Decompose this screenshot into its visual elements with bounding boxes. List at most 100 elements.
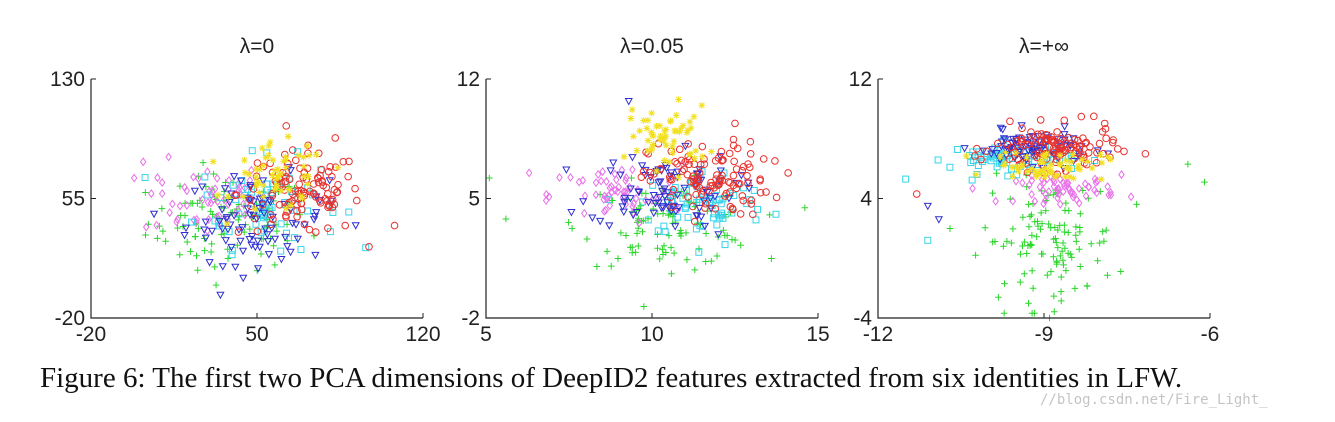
data-point <box>256 166 263 173</box>
data-point <box>801 204 809 212</box>
data-point <box>675 145 684 154</box>
data-point <box>678 167 686 175</box>
data-point <box>225 199 234 207</box>
data-point <box>628 154 637 162</box>
data-point <box>644 147 652 155</box>
data-point <box>259 181 267 189</box>
y-tick-label: -2 <box>461 307 480 330</box>
data-point <box>655 193 664 202</box>
data-point <box>1094 176 1101 186</box>
data-point <box>277 187 285 194</box>
data-point <box>263 238 273 246</box>
data-point <box>264 251 274 259</box>
data-point <box>698 102 706 109</box>
data-point <box>1091 185 1098 195</box>
data-point <box>246 183 255 192</box>
data-point <box>608 182 615 191</box>
series-star <box>209 133 342 228</box>
data-point <box>772 210 780 218</box>
data-point <box>1001 160 1008 168</box>
data-point <box>567 172 574 182</box>
data-point <box>1037 209 1045 217</box>
data-point <box>746 137 755 146</box>
data-point <box>1045 143 1054 151</box>
data-point <box>721 241 729 249</box>
data-point <box>642 190 650 197</box>
data-point <box>686 118 694 126</box>
data-point <box>1023 250 1030 257</box>
data-point <box>1075 245 1083 253</box>
data-point <box>671 157 679 166</box>
data-point <box>197 183 207 191</box>
data-point <box>725 149 734 158</box>
data-point <box>1091 174 1099 184</box>
data-point <box>995 159 1003 167</box>
data-point <box>611 185 619 195</box>
data-point <box>997 138 1007 146</box>
data-point <box>784 169 792 177</box>
data-point <box>603 248 611 255</box>
data-point <box>676 128 683 136</box>
data-point <box>223 220 231 228</box>
data-point <box>200 226 209 234</box>
data-point <box>731 119 739 128</box>
data-point <box>262 154 270 162</box>
data-point <box>331 134 340 142</box>
data-point <box>256 189 263 196</box>
data-point <box>246 225 254 233</box>
data-point <box>238 247 248 256</box>
data-point <box>702 258 709 265</box>
data-point <box>268 204 276 211</box>
data-point <box>977 155 985 164</box>
data-point <box>1064 229 1072 236</box>
data-point <box>1013 137 1021 145</box>
data-point <box>648 146 655 154</box>
data-point <box>637 162 647 170</box>
data-point <box>282 213 290 221</box>
data-point <box>691 266 699 274</box>
data-point <box>139 157 147 167</box>
data-point <box>285 186 293 194</box>
data-point <box>282 122 291 130</box>
data-point <box>1107 187 1114 197</box>
data-point <box>1057 273 1065 281</box>
data-point <box>1039 151 1047 159</box>
data-point <box>675 173 682 181</box>
data-point <box>717 147 726 156</box>
data-point <box>224 255 232 262</box>
data-point <box>1036 167 1044 175</box>
data-point <box>1055 183 1062 193</box>
chart-title: λ=0.05 <box>620 35 684 58</box>
data-point <box>1024 168 1032 175</box>
data-point <box>312 151 320 158</box>
data-point <box>1037 130 1046 138</box>
data-point <box>673 191 682 200</box>
data-point <box>1088 164 1096 172</box>
data-point <box>300 163 308 170</box>
data-point <box>1025 299 1032 307</box>
data-point <box>968 176 976 184</box>
data-point <box>726 178 734 187</box>
y-tick-label: 130 <box>50 68 85 91</box>
data-point <box>1059 256 1067 264</box>
data-point <box>236 237 245 246</box>
data-point <box>206 186 213 196</box>
data-point <box>607 262 615 270</box>
data-point <box>1055 189 1063 199</box>
data-point <box>204 198 212 207</box>
data-point <box>668 270 675 278</box>
data-point <box>684 213 692 221</box>
data-point <box>1104 182 1111 192</box>
data-point <box>978 158 986 166</box>
data-point <box>567 209 576 217</box>
data-point <box>1054 185 1062 195</box>
data-point <box>300 153 307 161</box>
series-plus <box>486 171 809 310</box>
data-point <box>304 180 311 188</box>
data-point <box>716 167 725 175</box>
data-point <box>1066 166 1073 174</box>
data-point <box>991 238 999 245</box>
data-point <box>1104 153 1112 161</box>
data-point <box>195 174 202 184</box>
data-point <box>960 145 969 153</box>
